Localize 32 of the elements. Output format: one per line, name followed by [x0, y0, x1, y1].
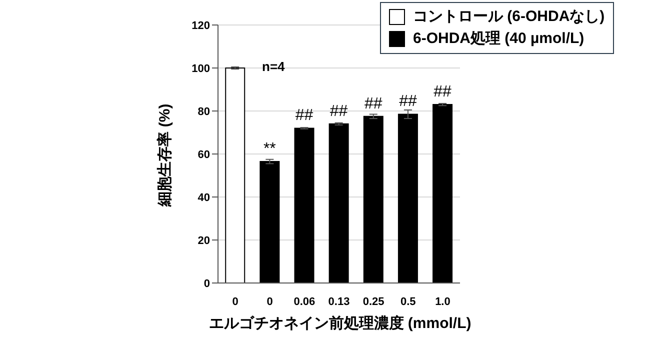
x-tick-label: 0.25 — [362, 296, 384, 308]
data-label: ## — [434, 84, 452, 101]
bar — [363, 116, 384, 283]
x-tick-label: 0.13 — [328, 296, 350, 308]
y-tick-label: 60 — [198, 148, 210, 161]
bar — [294, 128, 314, 283]
y-tick-label: 80 — [198, 106, 210, 118]
x-tick-label: 0 — [232, 296, 238, 308]
bar — [328, 123, 349, 283]
y-tick-label: 20 — [198, 234, 210, 247]
y-tick-label: 100 — [192, 62, 210, 75]
bar — [225, 68, 246, 283]
bar — [260, 161, 280, 283]
y-axis-title: 細胞生存率 (%) — [156, 104, 174, 206]
y-tick-label: 120 — [192, 20, 210, 32]
y-tick-label: 0 — [204, 278, 210, 290]
bar — [432, 104, 453, 283]
y-tick-label: 40 — [198, 192, 210, 204]
legend-label: 6-OHDA処理 (40 µmol/L) — [412, 29, 586, 49]
x-tick-label: 0.06 — [294, 296, 316, 308]
legend-label: コントロール (6-OHDAなし) — [412, 7, 605, 27]
data-label: ## — [399, 93, 417, 110]
x-tick-label: 1.0 — [435, 296, 450, 308]
data-label: ## — [364, 95, 382, 112]
data-label: ## — [330, 102, 348, 120]
data-label: ## — [295, 107, 314, 124]
data-label: ** — [263, 140, 276, 158]
bar — [398, 114, 418, 283]
annotation: n=4 — [262, 59, 285, 74]
x-axis-title: エルゴチオネイン前処理濃度 (mmol/L) — [208, 314, 472, 333]
x-tick-label: 0 — [266, 296, 273, 308]
x-tick-label: 0.5 — [400, 296, 416, 308]
